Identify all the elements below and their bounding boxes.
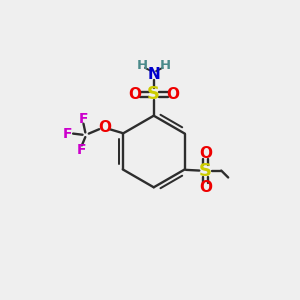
Text: F: F [63, 127, 73, 141]
Text: O: O [128, 87, 141, 102]
Text: O: O [199, 180, 212, 195]
Text: F: F [77, 143, 87, 158]
Text: O: O [199, 146, 212, 161]
Text: O: O [98, 120, 111, 135]
Text: H: H [136, 58, 148, 72]
Text: O: O [166, 87, 179, 102]
Text: S: S [147, 85, 160, 103]
Text: N: N [147, 67, 160, 82]
Text: S: S [199, 162, 212, 180]
Text: H: H [160, 58, 171, 72]
Text: F: F [79, 112, 88, 126]
